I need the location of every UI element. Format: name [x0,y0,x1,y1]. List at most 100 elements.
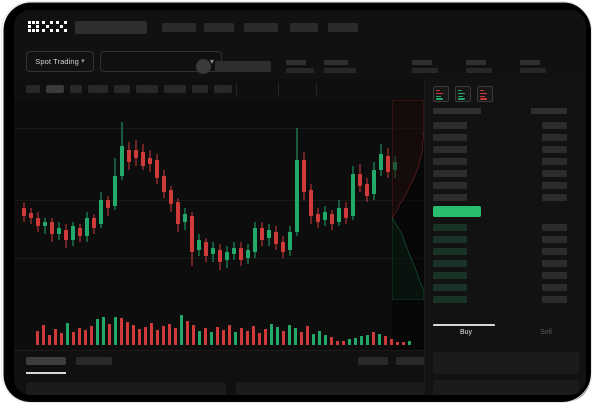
orders-card-1 [236,382,426,395]
orderbook-row-bid-5[interactable] [425,282,586,293]
nav-item-2[interactable] [244,23,278,32]
timeframe-chip-0[interactable] [26,85,40,93]
orderbook-cell-size [542,170,567,177]
volume-bar-17 [138,329,141,345]
amount-field[interactable] [433,380,579,395]
top-navigation-bar [14,10,586,44]
tab-sell[interactable]: Sell [540,329,552,336]
orderbook-mixed-icon[interactable] [433,86,449,102]
candle-27 [211,242,215,262]
orderbook-row-bid-1[interactable] [425,234,586,245]
volume-bar-46 [312,334,315,345]
timeframe-chip-1[interactable] [46,85,64,93]
orderbook-row-ask-2[interactable] [425,144,586,155]
candle-21 [169,186,173,212]
candle-body [393,162,397,170]
market-stat-value [466,68,492,73]
orderbook-row-bid-0[interactable] [425,222,586,233]
candle-14 [120,122,124,180]
volume-bar-31 [222,330,225,345]
orderbook-row-ask-0[interactable] [425,120,586,131]
market-type-selector[interactable]: Spot Trading ▾ [26,51,94,72]
candle-9 [85,212,89,242]
logo-pixel [50,21,53,24]
candle-body [141,152,145,166]
volume-bar-60 [396,342,399,345]
orderbook-row-bid-6[interactable] [425,294,586,305]
orderbook-row-ask-5[interactable] [425,180,586,191]
orderbook-cell-size [542,284,567,291]
candle-body [92,218,96,228]
nav-item-1[interactable] [204,23,234,32]
timeframe-chip-2[interactable] [70,85,82,93]
candle-11 [99,192,103,228]
app-screen: Spot Trading ▾ ▾ [14,10,586,395]
candle-body [281,242,285,252]
timeframe-chip-8[interactable] [214,85,232,93]
nav-item-4[interactable] [328,23,358,32]
market-stat-4 [520,60,546,73]
orderbook-display-modes [433,86,493,102]
candle-22 [176,198,180,232]
orders-card-0 [26,382,226,395]
candle-body [169,190,173,204]
orderbook-row-bid-4[interactable] [425,270,586,281]
timeframe-chip-4[interactable] [114,85,130,93]
candle-body [330,214,334,224]
timeframe-chip-5[interactable] [136,85,158,93]
candle-body [99,200,103,224]
volume-bar-56 [372,332,375,345]
buy-tab-underline [433,324,495,326]
logo-pixel [32,29,35,32]
orders-action-1[interactable] [396,357,426,365]
chevron-down-icon: ▾ [81,58,85,65]
orderbook-cell-price [433,146,467,153]
candle-1 [29,208,33,224]
nav-item-0[interactable] [162,23,196,32]
orderbook-row-bid-2[interactable] [425,246,586,257]
candle-42 [316,208,320,228]
candle-body [358,174,362,186]
candle-46 [344,202,348,224]
logo-pixel [50,29,53,32]
volume-bar-8 [84,330,87,345]
orders-tab-1[interactable] [76,357,112,365]
market-stat-3 [466,60,492,73]
market-stat-value [520,68,546,73]
search-input[interactable] [75,21,147,34]
candle-body [309,190,313,216]
candle-body [365,184,369,196]
nav-item-3[interactable] [290,23,318,32]
market-stat-0 [286,60,314,73]
orderbook-row-ask-3[interactable] [425,156,586,167]
timeframe-chip-6[interactable] [164,85,186,93]
okx-logo[interactable] [28,21,67,34]
timeframe-chip-3[interactable] [88,85,108,93]
volume-bar-30 [216,327,219,345]
orders-action-0[interactable] [358,357,388,365]
candle-32 [246,244,250,264]
orderbook-row-ask-6[interactable] [425,192,586,203]
orderbook-asks-icon[interactable] [477,86,493,102]
orderbook-row-ask-4[interactable] [425,168,586,179]
orders-tab-0[interactable] [26,357,66,365]
tab-buy[interactable]: Buy [459,329,473,336]
volume-bar-43 [294,328,297,345]
candle-body [85,218,89,236]
timeframe-chip-7[interactable] [192,85,208,93]
candle-body [372,170,376,194]
volume-bar-20 [156,330,159,345]
orderbook-row-ask-1[interactable] [425,132,586,143]
candle-body [295,160,299,232]
candle-body [351,174,355,216]
candle-17 [141,144,145,170]
candle-body [57,228,61,234]
candle-body [386,156,390,172]
orderbook-cell-size [542,182,567,189]
logo-pixel [56,29,59,32]
price-chart[interactable] [14,100,424,350]
orderbook-cell-price [433,134,467,141]
price-field[interactable] [433,352,579,374]
orderbook-bids-icon[interactable] [455,86,471,102]
orderbook-row-bid-3[interactable] [425,258,586,269]
